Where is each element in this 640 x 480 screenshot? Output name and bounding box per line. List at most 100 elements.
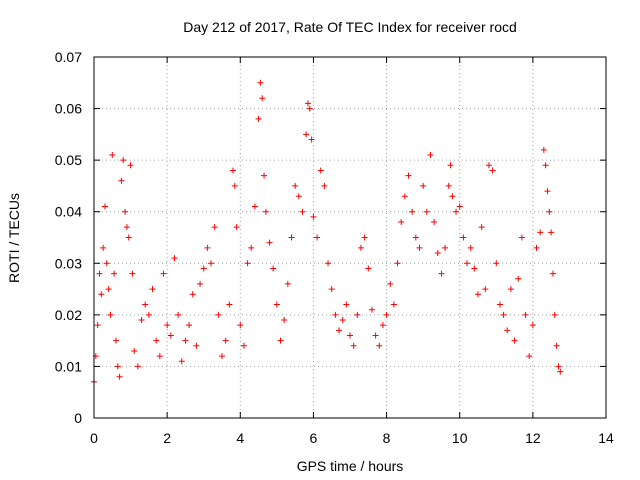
data-point bbox=[471, 265, 478, 272]
data-point bbox=[127, 162, 134, 169]
data-point bbox=[533, 244, 540, 251]
data-point bbox=[445, 182, 452, 189]
data-point bbox=[379, 322, 386, 329]
data-point bbox=[548, 229, 555, 236]
data-point bbox=[544, 188, 551, 195]
data-point bbox=[427, 151, 434, 158]
data-point bbox=[529, 322, 536, 329]
data-point bbox=[537, 229, 544, 236]
x-tick-label: 4 bbox=[236, 430, 244, 446]
data-point bbox=[368, 306, 375, 313]
data-point bbox=[447, 162, 454, 169]
data-point bbox=[493, 260, 500, 267]
data-point bbox=[156, 353, 163, 360]
data-point bbox=[226, 301, 233, 308]
data-point bbox=[270, 265, 277, 272]
data-point bbox=[244, 260, 251, 267]
data-point bbox=[423, 208, 430, 215]
data-point bbox=[464, 260, 471, 267]
data-point bbox=[171, 255, 178, 262]
data-point bbox=[138, 317, 145, 324]
y-axis-title: ROTI / TECUs bbox=[6, 193, 22, 283]
data-point bbox=[467, 244, 474, 251]
data-point bbox=[310, 213, 317, 220]
data-point bbox=[412, 234, 419, 241]
data-point bbox=[197, 280, 204, 287]
data-point bbox=[215, 311, 222, 318]
data-point bbox=[546, 208, 553, 215]
data-point bbox=[308, 136, 315, 143]
data-point bbox=[438, 270, 445, 277]
data-point bbox=[361, 234, 368, 241]
data-point bbox=[219, 353, 225, 360]
data-point bbox=[540, 146, 547, 153]
y-tick-label: 0.02 bbox=[55, 307, 82, 323]
data-point bbox=[325, 260, 332, 267]
y-tick-label: 0.05 bbox=[55, 152, 82, 168]
data-point bbox=[134, 363, 141, 370]
data-point bbox=[131, 347, 138, 354]
data-point bbox=[522, 311, 529, 318]
axis-ticks: 0 2 4 6 8 10 12 14 0 0.01 0.02 0.03 0.04 0.05 0.06 0.07 bbox=[55, 49, 614, 446]
data-point bbox=[376, 342, 383, 349]
data-point bbox=[261, 172, 268, 179]
data-point bbox=[303, 131, 310, 138]
data-point bbox=[372, 332, 379, 339]
data-point bbox=[237, 322, 244, 329]
data-point bbox=[101, 203, 108, 210]
data-point bbox=[231, 182, 238, 189]
data-point bbox=[328, 286, 335, 293]
data-point bbox=[434, 249, 441, 256]
data-point bbox=[149, 286, 156, 293]
data-point bbox=[200, 265, 207, 272]
data-point bbox=[295, 193, 302, 200]
data-point bbox=[354, 311, 361, 318]
data-point bbox=[266, 239, 273, 246]
plot-frame bbox=[93, 56, 607, 419]
data-point bbox=[511, 337, 518, 344]
data-point bbox=[478, 224, 485, 231]
data-point bbox=[142, 301, 149, 308]
data-point bbox=[273, 301, 280, 308]
data-point bbox=[482, 286, 489, 293]
data-point bbox=[189, 291, 196, 298]
data-point bbox=[229, 167, 236, 174]
data-points bbox=[91, 79, 564, 385]
data-point bbox=[160, 270, 167, 277]
data-point bbox=[553, 342, 560, 349]
data-point bbox=[107, 311, 114, 318]
data-point bbox=[277, 337, 284, 344]
data-point bbox=[504, 327, 511, 334]
data-point bbox=[350, 342, 357, 349]
data-point bbox=[304, 100, 311, 107]
data-point bbox=[186, 322, 193, 329]
data-point bbox=[193, 342, 200, 349]
data-point bbox=[123, 224, 130, 231]
data-point bbox=[251, 203, 258, 210]
data-point bbox=[496, 301, 503, 308]
data-point bbox=[507, 286, 514, 293]
data-point bbox=[485, 162, 492, 169]
data-point bbox=[416, 244, 423, 251]
data-point bbox=[259, 95, 266, 102]
data-point bbox=[284, 280, 291, 287]
data-point bbox=[394, 260, 401, 267]
data-point bbox=[211, 224, 218, 231]
data-point bbox=[125, 234, 132, 241]
y-tick-label: 0.04 bbox=[55, 204, 82, 220]
data-point bbox=[343, 301, 350, 308]
data-point bbox=[409, 208, 416, 215]
y-tick-label: 0.01 bbox=[55, 358, 82, 374]
data-point bbox=[398, 219, 405, 226]
y-tick-label: 0.03 bbox=[55, 255, 82, 271]
data-point bbox=[281, 317, 288, 324]
data-point bbox=[96, 270, 103, 277]
data-point bbox=[542, 162, 549, 169]
data-point bbox=[129, 270, 136, 277]
data-point bbox=[475, 291, 481, 298]
data-point bbox=[551, 311, 558, 318]
data-point bbox=[182, 337, 189, 344]
data-point bbox=[112, 337, 119, 344]
data-point bbox=[153, 337, 160, 344]
data-point bbox=[114, 363, 121, 370]
